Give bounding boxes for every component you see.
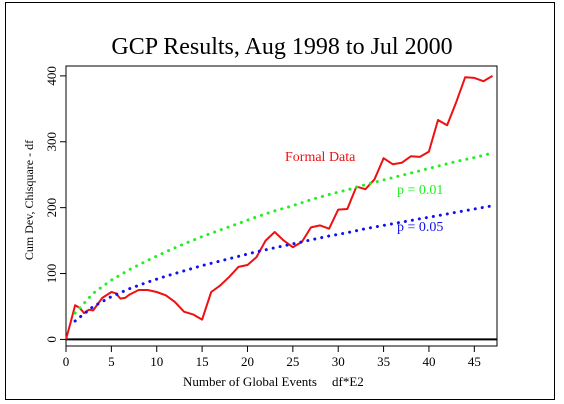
x-axis-label: Number of Global Events — [183, 374, 317, 389]
y-tick-label: 100 — [44, 264, 59, 284]
y-tick-label: 400 — [44, 66, 59, 86]
x-tick-label: 30 — [332, 354, 345, 369]
y-axis-label: Cum Dev, Chisquare - df — [22, 140, 36, 260]
x-tick-label: 40 — [422, 354, 435, 369]
x-tick-label: 10 — [150, 354, 163, 369]
chart-title: GCP Results, Aug 1998 to Jul 2000 — [111, 34, 452, 60]
series-line-formal-data — [65, 75, 494, 340]
x-tick-label: 20 — [241, 354, 254, 369]
annotation-p-001: p = 0.01 — [397, 183, 443, 198]
x-tick-label: 35 — [377, 354, 390, 369]
chart-frame — [5, 2, 555, 400]
y-tick-label: 0 — [44, 336, 59, 343]
x-tick-label: 25 — [286, 354, 299, 369]
x-tick-label: 15 — [196, 354, 209, 369]
x-tick-label: 5 — [108, 354, 115, 369]
x-tick-label: 45 — [468, 354, 481, 369]
y-tick-label: 300 — [44, 132, 59, 152]
y-tick-label: 200 — [44, 198, 59, 218]
annotation-p-005: p = 0.05 — [397, 220, 443, 235]
x-axis-unit-label: df*E2 — [332, 374, 364, 389]
annotation-formal-data: Formal Data — [285, 150, 356, 165]
plot-border — [65, 65, 498, 347]
x-tick-label: 0 — [63, 354, 70, 369]
